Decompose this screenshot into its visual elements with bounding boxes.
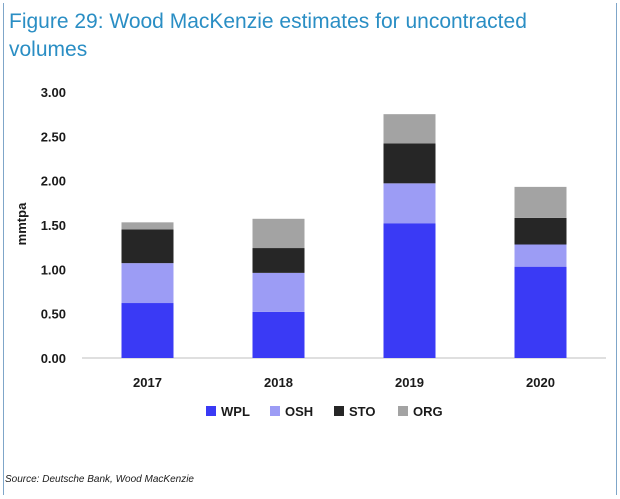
bar-wpl-2020 bbox=[514, 266, 567, 358]
y-axis-label: mmtpa bbox=[14, 202, 29, 245]
x-tick-label: 2017 bbox=[133, 375, 162, 390]
bar-osh-2019 bbox=[383, 183, 436, 224]
bars bbox=[121, 114, 567, 358]
x-tick-label: 2018 bbox=[264, 375, 293, 390]
chart-title: Figure 29: Wood MacKenzie estimates for … bbox=[9, 10, 527, 61]
source-note: Source: Deutsche Bank, Wood MacKenzie bbox=[5, 474, 194, 485]
legend-swatch-wpl bbox=[206, 406, 216, 416]
bar-osh-2018 bbox=[252, 272, 305, 312]
bar-wpl-2019 bbox=[383, 223, 436, 358]
bar-wpl-2018 bbox=[252, 311, 305, 358]
legend-label-wpl: WPL bbox=[221, 404, 250, 419]
bar-org-2020 bbox=[514, 186, 567, 218]
y-tick-label: 1.50 bbox=[41, 218, 66, 233]
bar-osh-2017 bbox=[121, 263, 174, 304]
y-tick-label: 2.50 bbox=[41, 129, 66, 144]
x-axis-ticks: 2017 2018 2019 2020 bbox=[133, 375, 555, 390]
x-tick-label: 2020 bbox=[526, 375, 555, 390]
y-tick-label: 0.50 bbox=[41, 307, 66, 322]
legend-label-org: ORG bbox=[413, 404, 443, 419]
figure-frame bbox=[3, 3, 617, 495]
legend-swatch-sto bbox=[334, 406, 344, 416]
y-tick-label: 0.00 bbox=[41, 351, 66, 366]
legend-label-sto: STO bbox=[349, 404, 376, 419]
bar-sto-2019 bbox=[383, 143, 436, 184]
y-tick-label: 2.00 bbox=[41, 174, 66, 189]
y-tick-label: 3.00 bbox=[41, 85, 66, 100]
bar-org-2019 bbox=[383, 114, 436, 144]
bar-sto-2017 bbox=[121, 229, 174, 264]
bar-org-2018 bbox=[252, 218, 305, 249]
bar-wpl-2017 bbox=[121, 303, 174, 358]
bar-sto-2020 bbox=[514, 217, 567, 245]
x-tick-label: 2019 bbox=[395, 375, 424, 390]
legend: WPL OSH STO ORG bbox=[206, 404, 443, 419]
stacked-bar-chart: 0.000.501.001.502.002.503.00 mmtpa 2017 2… bbox=[14, 85, 606, 419]
legend-swatch-osh bbox=[270, 406, 280, 416]
bar-sto-2018 bbox=[252, 248, 305, 273]
bar-org-2017 bbox=[121, 222, 174, 230]
bar-osh-2020 bbox=[514, 244, 567, 267]
y-tick-label: 1.00 bbox=[41, 262, 66, 277]
y-axis-ticks: 0.00 0.50 1.00 1.50 2.00 2.50 3.00 bbox=[41, 85, 66, 366]
legend-swatch-org bbox=[398, 406, 408, 416]
legend-label-osh: OSH bbox=[285, 404, 313, 419]
